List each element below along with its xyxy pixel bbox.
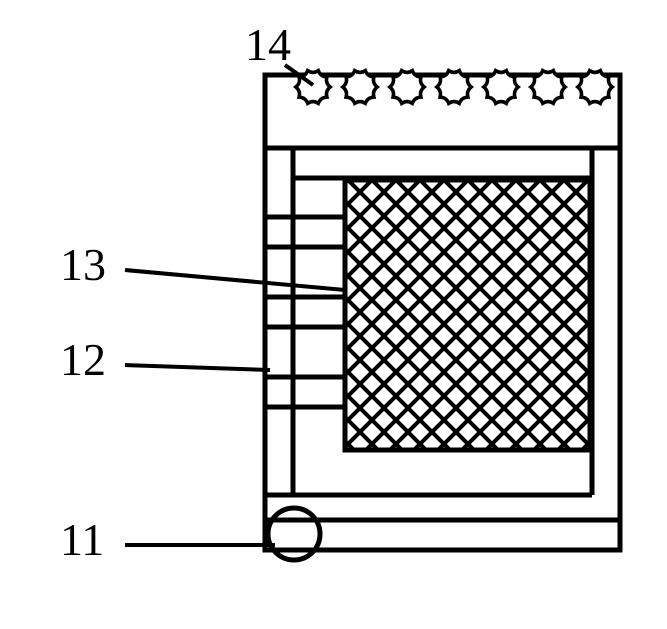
leader-lines: [125, 65, 345, 545]
label-lower: 11: [60, 514, 104, 565]
label-upper: 13: [60, 239, 106, 290]
hatched-block: [345, 180, 590, 450]
labels: 14 13 12 11: [60, 19, 291, 565]
leader-upper: [125, 270, 345, 290]
left-fins: [265, 217, 353, 407]
roller-3: [390, 71, 424, 104]
roller-2: [343, 71, 377, 104]
label-top: 14: [245, 19, 291, 70]
leader-middle: [125, 365, 270, 370]
roller-4: [437, 71, 471, 104]
roller-5: [484, 71, 518, 104]
roller-6: [531, 71, 565, 104]
roller-7: [578, 71, 612, 104]
label-middle: 12: [60, 334, 106, 385]
